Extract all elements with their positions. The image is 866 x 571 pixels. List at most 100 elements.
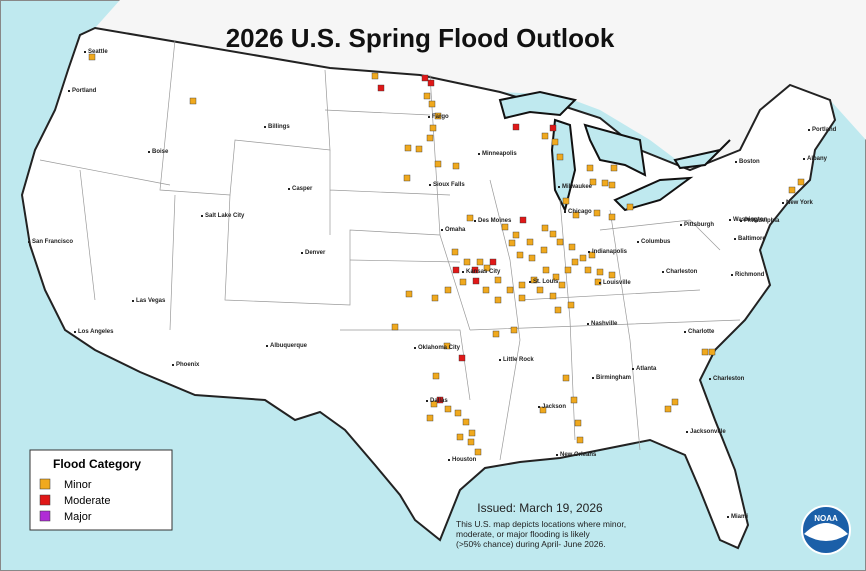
legend-swatch xyxy=(39,494,51,506)
city-dot xyxy=(84,51,86,53)
flood-marker xyxy=(430,400,438,408)
city-dot xyxy=(734,238,736,240)
flood-marker xyxy=(415,145,423,153)
city-label: Miami xyxy=(731,514,748,520)
city-dot xyxy=(529,281,531,283)
logo-text: NOAA xyxy=(814,514,838,523)
city-label: Pittsburgh xyxy=(684,222,714,228)
legend-label: Minor xyxy=(64,479,92,491)
flood-marker xyxy=(664,405,672,413)
city-dot xyxy=(538,406,540,408)
flood-marker xyxy=(551,138,559,146)
flood-marker xyxy=(463,258,471,266)
city-dot xyxy=(740,220,742,222)
flood-marker xyxy=(426,414,434,422)
flood-marker xyxy=(567,301,575,309)
city-label: Columbus xyxy=(641,239,671,245)
flood-marker xyxy=(377,84,385,92)
lake-erie xyxy=(613,176,694,212)
flood-marker xyxy=(586,164,594,172)
flood-marker xyxy=(434,112,442,120)
flood-marker xyxy=(474,448,482,456)
city-dot xyxy=(264,126,266,128)
city-dot xyxy=(429,184,431,186)
city-label: Louisville xyxy=(603,280,631,286)
flood-marker xyxy=(458,354,466,362)
city-label: Charleston xyxy=(713,376,745,382)
city-dot xyxy=(564,211,566,213)
flood-marker xyxy=(541,224,549,232)
flood-marker xyxy=(558,281,566,289)
city-dot xyxy=(599,282,601,284)
city-label: New York xyxy=(786,200,813,206)
flood-marker xyxy=(596,268,604,276)
city-label: Las Vegas xyxy=(136,298,166,304)
flood-marker xyxy=(564,266,572,274)
description-line: This U.S. map depicts locations where mi… xyxy=(456,519,626,529)
flood-marker xyxy=(436,396,444,404)
flood-marker xyxy=(608,181,616,189)
city-dot xyxy=(301,252,303,254)
city-label: Washington xyxy=(733,217,767,223)
flood-marker xyxy=(444,286,452,294)
flood-marker xyxy=(452,162,460,170)
flood-marker xyxy=(467,438,475,446)
city-label: Boise xyxy=(152,149,169,155)
city-label: Kansas City xyxy=(466,269,501,275)
flood-marker xyxy=(518,294,526,302)
city-label: Albuquerque xyxy=(270,343,308,349)
legend-label: Moderate xyxy=(64,495,110,507)
flood-marker xyxy=(562,374,570,382)
city-label: Charlotte xyxy=(688,329,715,335)
city-dot xyxy=(662,271,664,273)
city-dot xyxy=(782,202,784,204)
flood-marker xyxy=(788,186,796,194)
flood-marker xyxy=(708,348,716,356)
flood-marker xyxy=(542,266,550,274)
flood-marker xyxy=(476,258,484,266)
flood-marker xyxy=(451,248,459,256)
flood-marker xyxy=(472,277,480,285)
flood-marker xyxy=(797,178,805,186)
flood-marker xyxy=(468,429,476,437)
city-labels: Seattle Portland Billings Boise Casper Salt L… xyxy=(28,49,837,520)
flood-marker xyxy=(593,209,601,217)
city-dot xyxy=(172,364,174,366)
city-dot xyxy=(727,516,729,518)
flood-marker xyxy=(471,266,479,274)
flood-marker xyxy=(456,433,464,441)
flood-marker xyxy=(391,323,399,331)
city-label: Omaha xyxy=(445,227,466,233)
city-label: Indianapolis xyxy=(592,249,628,255)
city-dot xyxy=(803,158,805,160)
city-dot xyxy=(808,129,810,131)
description: This U.S. map depicts locations where mi… xyxy=(456,519,626,549)
city-label: Seattle xyxy=(88,49,108,55)
flood-marker xyxy=(510,326,518,334)
lake-huron xyxy=(583,123,647,177)
city-dot xyxy=(426,400,428,402)
city-dot xyxy=(68,90,70,92)
flood-marker xyxy=(608,213,616,221)
city-label: Des Moines xyxy=(478,218,512,224)
flood-marker xyxy=(540,246,548,254)
description-line: moderate, or major flooding is likely xyxy=(456,529,590,539)
city-dot xyxy=(731,274,733,276)
flood-marker xyxy=(371,72,379,80)
city-label: Philadelphia xyxy=(744,218,780,224)
city-dot xyxy=(729,219,731,221)
city-dot xyxy=(448,459,450,461)
city-label: Jacksonville xyxy=(690,429,726,435)
flood-marker xyxy=(501,223,509,231)
city-dot xyxy=(558,186,560,188)
title: 2026 U.S. Spring Flood Outlook xyxy=(226,23,615,53)
city-label: Fargo xyxy=(432,114,449,120)
flood-marker xyxy=(483,264,491,272)
city-dot xyxy=(637,241,639,243)
flood-marker xyxy=(421,74,429,82)
city-label: Little Rock xyxy=(503,357,534,363)
city-label: Boston xyxy=(739,159,760,165)
city-dot xyxy=(474,220,476,222)
city-dot xyxy=(74,331,76,333)
